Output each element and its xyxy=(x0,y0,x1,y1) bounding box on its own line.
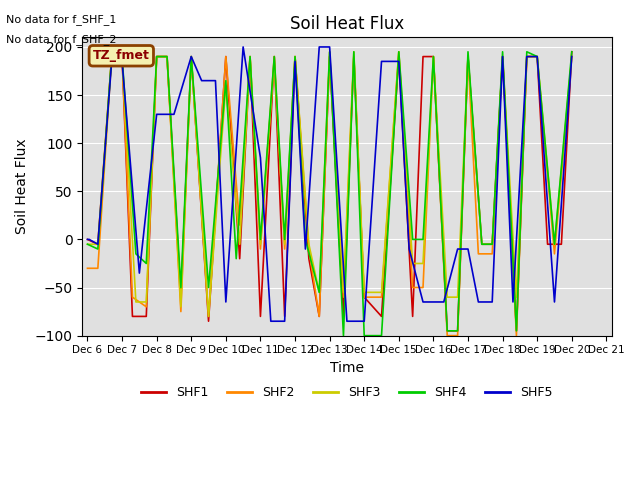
Legend: SHF1, SHF2, SHF3, SHF4, SHF5: SHF1, SHF2, SHF3, SHF4, SHF5 xyxy=(136,381,558,404)
Text: TZ_fmet: TZ_fmet xyxy=(93,49,150,62)
Y-axis label: Soil Heat Flux: Soil Heat Flux xyxy=(15,139,29,234)
Text: No data for f_SHF_2: No data for f_SHF_2 xyxy=(6,34,117,45)
X-axis label: Time: Time xyxy=(330,361,364,375)
Text: No data for f_SHF_1: No data for f_SHF_1 xyxy=(6,14,116,25)
Title: Soil Heat Flux: Soil Heat Flux xyxy=(290,15,404,33)
